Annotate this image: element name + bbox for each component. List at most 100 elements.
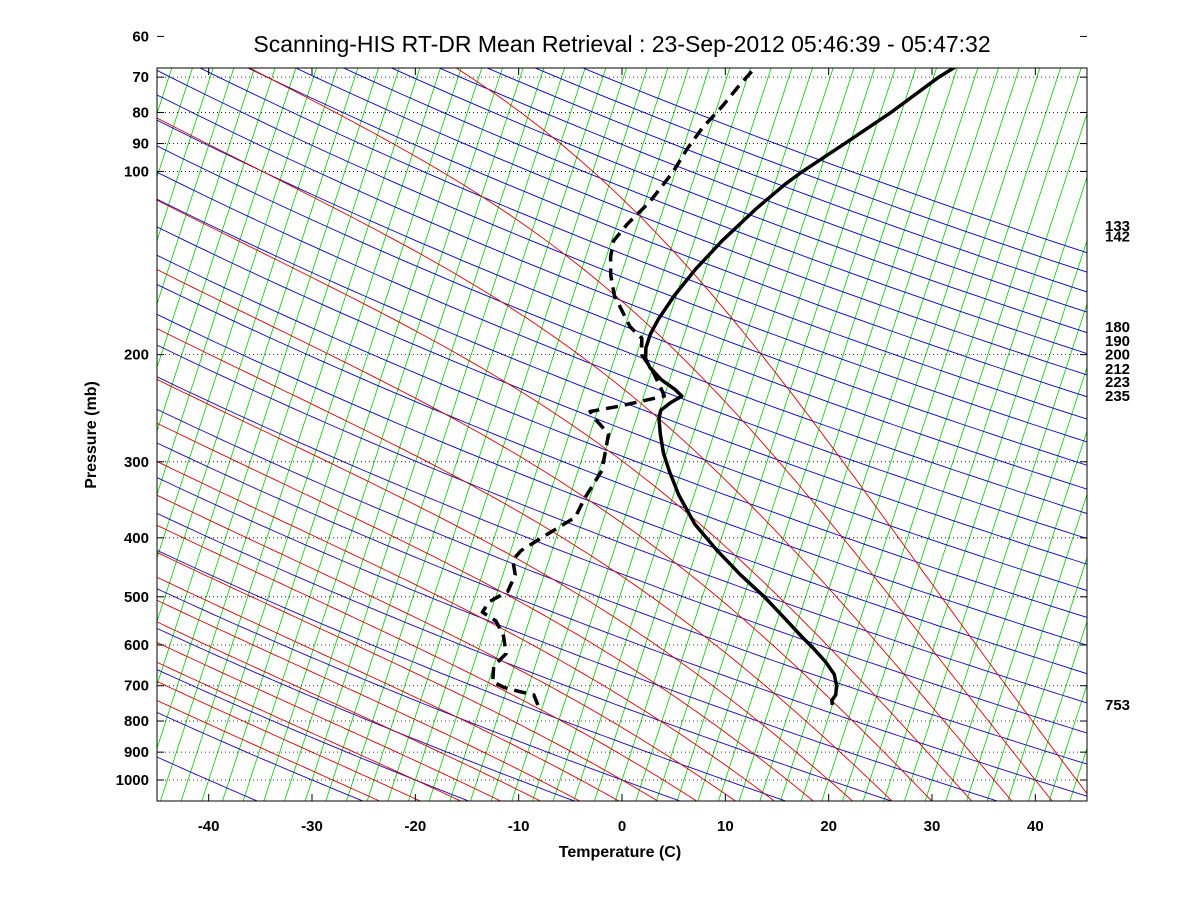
isotherm-line bbox=[157, 68, 235, 306]
dry-adiabat-line bbox=[157, 171, 1087, 540]
moist-adiabat-line bbox=[157, 199, 973, 801]
isotherm-line bbox=[697, 68, 937, 801]
isotherm-line bbox=[862, 112, 1087, 801]
right-pressure-label: 212 bbox=[1105, 361, 1130, 378]
dry-adiabat-line bbox=[157, 283, 1087, 646]
overlay-curve bbox=[157, 409, 1087, 765]
isotherm-line bbox=[157, 68, 214, 242]
dry-adiabat-line bbox=[157, 226, 1087, 591]
isotherm-line bbox=[157, 68, 317, 560]
isotherm-line bbox=[1007, 556, 1087, 801]
isotherm-line bbox=[594, 68, 834, 801]
y-axis-ticks: 5060708090100200300400500600700800900100… bbox=[116, 28, 1087, 789]
isotherm-line bbox=[366, 68, 607, 801]
isotherm-line bbox=[966, 429, 1087, 801]
moist-adiabat-line bbox=[157, 551, 659, 801]
moist-adiabat-line bbox=[455, 68, 1087, 795]
isotherm-line bbox=[573, 68, 813, 801]
dewpoint-profile-line bbox=[480, 68, 758, 706]
isotherm-line bbox=[635, 68, 875, 801]
moist-adiabat-line bbox=[157, 328, 893, 801]
overlay-curve bbox=[157, 669, 470, 801]
overlay-curve bbox=[157, 712, 364, 801]
isotherm-line bbox=[552, 68, 793, 801]
y-tick-label: 400 bbox=[124, 530, 149, 547]
y-tick-label: 200 bbox=[124, 347, 149, 364]
isotherm-line bbox=[718, 68, 958, 801]
x-tick-label: -30 bbox=[301, 818, 323, 835]
moist-adiabat-line bbox=[157, 378, 854, 801]
overlay-curve bbox=[157, 513, 893, 801]
dry-adiabat-line bbox=[157, 313, 1087, 675]
y-tick-label: 60 bbox=[132, 28, 149, 45]
chart-title: Scanning-HIS RT-DR Mean Retrieval : 23-S… bbox=[253, 31, 990, 57]
isotherm-line bbox=[821, 68, 1061, 801]
isotherm-line bbox=[800, 68, 1041, 801]
isotherm-line bbox=[346, 68, 586, 801]
y-tick-label: 80 bbox=[132, 104, 149, 121]
x-tick-label: -20 bbox=[404, 818, 426, 835]
pressure-gridlines bbox=[157, 76, 1087, 781]
y-tick-label: 1000 bbox=[116, 772, 149, 789]
isotherm-line bbox=[428, 68, 669, 801]
overlay-curve bbox=[157, 756, 258, 801]
moist-adiabat-line bbox=[157, 422, 814, 801]
right-pressure-label: 753 bbox=[1105, 697, 1130, 714]
moist-adiabat-line bbox=[157, 699, 381, 801]
dry-adiabat-line bbox=[157, 198, 1087, 565]
right-pressure-label: 190 bbox=[1105, 333, 1130, 350]
y-tick-label: 900 bbox=[124, 744, 149, 761]
moist-adiabat-line bbox=[157, 576, 620, 801]
moist-adiabat-line bbox=[157, 524, 698, 801]
isotherm-line bbox=[304, 68, 545, 801]
isotherm-line bbox=[759, 68, 999, 801]
x-tick-label: -40 bbox=[198, 818, 220, 835]
x-tick-label: 0 bbox=[618, 818, 626, 835]
x-tick-label: 30 bbox=[924, 818, 941, 835]
isotherm-line bbox=[532, 68, 772, 801]
isotherm-line bbox=[945, 366, 1087, 801]
dry-adiabat-line bbox=[199, 68, 1087, 420]
sounding-profiles bbox=[480, 68, 957, 706]
isotherm-line bbox=[201, 68, 441, 801]
isotherm-line bbox=[157, 68, 379, 750]
isotherm-line bbox=[263, 68, 503, 801]
x-axis-label: Temperature (C) bbox=[559, 844, 681, 861]
right-pressure-label: 142 bbox=[1105, 229, 1130, 246]
isotherm-line bbox=[157, 68, 193, 179]
y-tick-label: 300 bbox=[124, 454, 149, 471]
overlay-curve bbox=[157, 550, 787, 801]
overlay-curve bbox=[157, 588, 681, 801]
isotherm-line bbox=[408, 68, 648, 801]
isotherm-line bbox=[780, 68, 1020, 801]
y-tick-label: 800 bbox=[124, 713, 149, 730]
isotherm-line bbox=[157, 68, 173, 115]
isotherm-line bbox=[242, 68, 483, 801]
isotherm-line bbox=[157, 68, 297, 496]
isotherm-line bbox=[387, 68, 627, 801]
dry-adiabat-line bbox=[247, 68, 1087, 398]
y-tick-label: 700 bbox=[124, 678, 149, 695]
overlay-curve bbox=[157, 344, 1087, 704]
isotherm-line bbox=[157, 68, 276, 433]
overlay-curve bbox=[157, 376, 1087, 734]
isotherm-line bbox=[842, 68, 1082, 801]
temperature-profile-line bbox=[643, 68, 957, 706]
moist-adiabat-line bbox=[157, 680, 422, 801]
isotherm-line bbox=[160, 68, 400, 801]
y-tick-label: 70 bbox=[132, 69, 149, 86]
y-axis-label: Pressure (mb) bbox=[83, 381, 100, 489]
thermodynamic-background-lines bbox=[157, 68, 1087, 801]
dry-adiabat-line bbox=[157, 145, 1087, 514]
isotherm-line bbox=[883, 175, 1087, 801]
isotherm-line bbox=[157, 68, 338, 623]
dry-adiabat-line bbox=[157, 69, 1087, 443]
dry-adiabat-line bbox=[157, 119, 1087, 490]
x-tick-label: 10 bbox=[717, 818, 734, 835]
moist-adiabat-line bbox=[157, 641, 502, 801]
dry-adiabat-line bbox=[157, 94, 1087, 466]
x-tick-label: 40 bbox=[1027, 818, 1044, 835]
isotherm-line bbox=[614, 68, 855, 801]
overlay-curve bbox=[157, 628, 576, 801]
